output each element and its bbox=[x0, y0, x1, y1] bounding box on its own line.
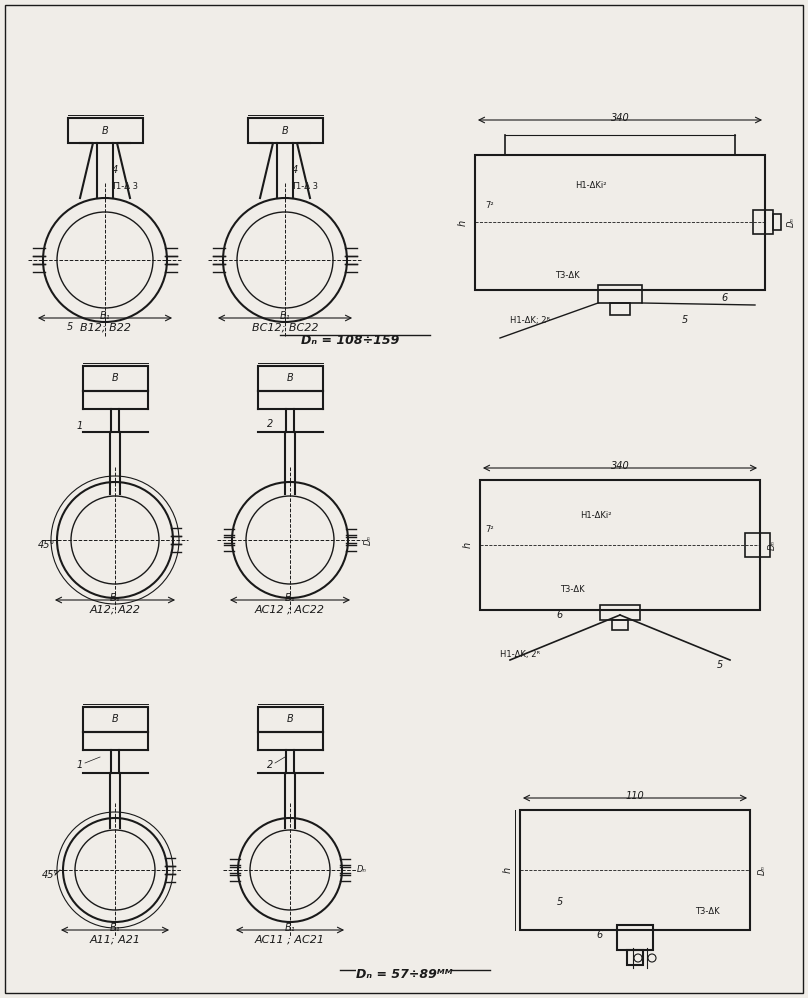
Text: T3-ΔK: T3-ΔK bbox=[695, 907, 720, 916]
Text: 5: 5 bbox=[717, 660, 723, 670]
Text: Dₙ: Dₙ bbox=[357, 865, 367, 874]
Text: 5: 5 bbox=[682, 315, 688, 325]
Bar bbox=[258, 707, 322, 732]
Text: 5: 5 bbox=[557, 897, 563, 907]
Text: AC11 ; AC21: AC11 ; AC21 bbox=[255, 935, 325, 945]
Text: h: h bbox=[503, 867, 513, 873]
Text: 4: 4 bbox=[112, 165, 118, 175]
Text: h: h bbox=[463, 542, 473, 548]
Bar bbox=[258, 366, 322, 391]
Text: 45°: 45° bbox=[42, 870, 59, 880]
Text: B₁: B₁ bbox=[284, 923, 295, 933]
Text: B: B bbox=[287, 714, 293, 724]
Text: 5: 5 bbox=[67, 322, 74, 332]
Text: T3-ΔK: T3-ΔK bbox=[560, 586, 585, 595]
Text: Dₙ: Dₙ bbox=[787, 218, 796, 228]
Text: T1-Δ 3: T1-Δ 3 bbox=[292, 182, 318, 191]
Bar bbox=[617, 925, 653, 950]
Text: A11; A21: A11; A21 bbox=[90, 935, 141, 945]
Text: H1-ΔK; 2ᴿ: H1-ΔK; 2ᴿ bbox=[500, 651, 540, 660]
Text: Dₙ: Dₙ bbox=[768, 540, 777, 550]
Text: B₁: B₁ bbox=[280, 311, 290, 321]
Text: B: B bbox=[112, 714, 119, 724]
Text: Dₙ: Dₙ bbox=[758, 865, 767, 875]
Text: B₁: B₁ bbox=[110, 923, 120, 933]
Text: A12; A22: A12; A22 bbox=[90, 605, 141, 615]
Text: 6: 6 bbox=[557, 610, 563, 620]
Text: 6: 6 bbox=[722, 293, 728, 303]
Text: T1-Δ 3: T1-Δ 3 bbox=[112, 182, 138, 191]
Bar bbox=[598, 285, 642, 303]
Text: B: B bbox=[102, 126, 108, 136]
Text: B₁: B₁ bbox=[284, 593, 295, 603]
Text: BC12; BC22: BC12; BC22 bbox=[252, 323, 318, 333]
Text: H1-ΔKi²: H1-ΔKi² bbox=[580, 511, 612, 520]
Text: B₁: B₁ bbox=[110, 593, 120, 603]
Bar bbox=[68, 118, 142, 143]
Text: B12; B22: B12; B22 bbox=[79, 323, 131, 333]
Text: Dₙ: Dₙ bbox=[364, 535, 373, 545]
Bar bbox=[612, 620, 628, 630]
Bar bbox=[610, 303, 630, 315]
Bar bbox=[753, 210, 773, 234]
Bar bbox=[475, 155, 765, 290]
Text: 1: 1 bbox=[77, 421, 83, 431]
Text: 110: 110 bbox=[625, 791, 644, 801]
Bar bbox=[82, 366, 148, 391]
Bar bbox=[247, 118, 322, 143]
Bar bbox=[600, 605, 640, 620]
Bar bbox=[745, 533, 770, 557]
Text: T3-ΔK: T3-ΔK bbox=[555, 270, 579, 279]
Bar bbox=[773, 214, 781, 230]
Text: 340: 340 bbox=[611, 461, 629, 471]
Text: B: B bbox=[287, 373, 293, 383]
Text: 7²: 7² bbox=[486, 201, 494, 210]
Text: B: B bbox=[112, 373, 119, 383]
Text: Dₙ = 57÷89ᴹᴹ: Dₙ = 57÷89ᴹᴹ bbox=[356, 968, 452, 981]
Text: AC12 ; AC22: AC12 ; AC22 bbox=[255, 605, 325, 615]
Bar bbox=[82, 707, 148, 732]
Text: 2: 2 bbox=[267, 419, 273, 429]
Text: H1-ΔKi²: H1-ΔKi² bbox=[575, 181, 607, 190]
Bar bbox=[627, 950, 643, 965]
Text: h: h bbox=[458, 220, 468, 226]
Text: 45°: 45° bbox=[38, 540, 56, 550]
Text: 4: 4 bbox=[292, 165, 298, 175]
Bar bbox=[480, 480, 760, 610]
Text: 2: 2 bbox=[267, 760, 273, 770]
Text: Dₙ = 108÷159: Dₙ = 108÷159 bbox=[301, 333, 399, 346]
Text: 340: 340 bbox=[611, 113, 629, 123]
Text: B₁: B₁ bbox=[99, 311, 111, 321]
Text: 6: 6 bbox=[597, 930, 603, 940]
Text: 7²: 7² bbox=[486, 526, 494, 535]
Text: H1-ΔK; 2ᴿ: H1-ΔK; 2ᴿ bbox=[510, 315, 550, 324]
Text: 1: 1 bbox=[77, 760, 83, 770]
Bar bbox=[520, 810, 750, 930]
Text: B: B bbox=[282, 126, 288, 136]
